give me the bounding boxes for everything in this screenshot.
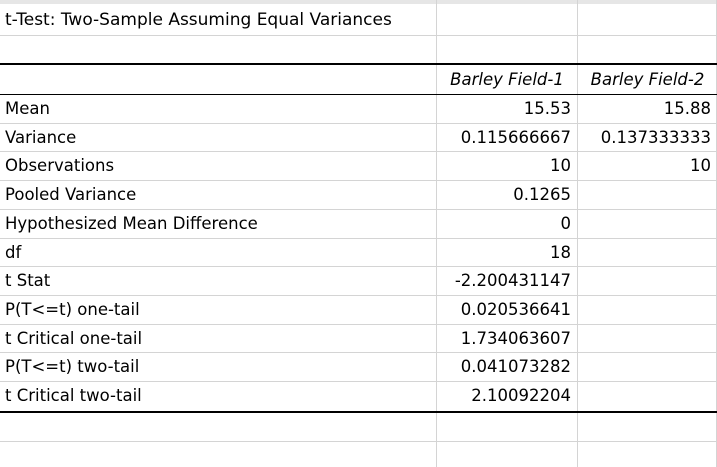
- field-1-value-cell[interactable]: 10: [550, 156, 571, 176]
- field-1-value-cell[interactable]: 0.1265: [513, 185, 571, 205]
- gridline: [0, 35, 717, 36]
- table-row[interactable]: Variance 0.115666667 0.137333333: [0, 124, 717, 153]
- top-edge: [0, 0, 717, 4]
- field-1-value-cell[interactable]: 2.10092204: [471, 386, 571, 405]
- row-label-cell[interactable]: P(T<=t) one-tail: [5, 299, 140, 319]
- field-2-value-cell[interactable]: 10: [690, 156, 711, 176]
- field-1-value-cell[interactable]: 0.041073282: [460, 357, 571, 377]
- row-label-cell[interactable]: Observations: [5, 156, 115, 176]
- gridline: [0, 180, 717, 182]
- gridline: [0, 151, 717, 153]
- row-label-cell[interactable]: t Critical two-tail: [5, 386, 142, 405]
- table-row[interactable]: P(T<=t) one-tail 0.020536641: [0, 296, 717, 325]
- column-header-1[interactable]: Barley Field-1: [450, 70, 564, 89]
- table-row[interactable]: df 18: [0, 239, 717, 268]
- gridline: [0, 237, 717, 239]
- row-label-cell[interactable]: t Critical one-tail: [5, 328, 143, 348]
- table-row[interactable]: Hypothesized Mean Difference 0: [0, 210, 717, 239]
- row-label-cell[interactable]: Mean: [5, 99, 50, 118]
- field-2-value-cell[interactable]: 15.88: [663, 99, 711, 118]
- row-label-cell[interactable]: P(T<=t) two-tail: [5, 357, 140, 377]
- field-2-value-cell[interactable]: 0.137333333: [600, 127, 711, 147]
- column-header-2[interactable]: Barley Field-2: [590, 70, 705, 89]
- gridline: [0, 323, 717, 325]
- table-row[interactable]: Pooled Variance 0.1265: [0, 181, 717, 210]
- row-label-cell[interactable]: Hypothesized Mean Difference: [5, 213, 258, 233]
- gridline: [0, 441, 717, 442]
- table-row[interactable]: t Critical two-tail 2.10092204: [0, 382, 717, 411]
- table-row[interactable]: t Critical one-tail 1.734063607: [0, 325, 717, 354]
- table-row[interactable]: t Stat -2.200431147: [0, 267, 717, 296]
- field-1-value-cell[interactable]: 0: [560, 213, 572, 233]
- row-label-cell[interactable]: df: [5, 242, 22, 262]
- row-label-cell[interactable]: t Stat: [5, 271, 51, 291]
- gridline: [0, 266, 717, 268]
- row-label-cell[interactable]: Variance: [5, 127, 77, 147]
- gridline: [0, 208, 717, 210]
- field-1-value-cell[interactable]: 15.53: [523, 99, 571, 118]
- gridline: [0, 352, 717, 354]
- gridline: [0, 294, 717, 296]
- gridline: [577, 0, 578, 467]
- table-bottom-border: [0, 411, 717, 413]
- table-row[interactable]: P(T<=t) two-tail 0.041073282: [0, 353, 717, 382]
- gridline: [436, 0, 437, 467]
- field-1-value-cell[interactable]: 0.115666667: [460, 127, 571, 147]
- table-row[interactable]: Mean 15.53 15.88: [0, 95, 717, 124]
- title-cell[interactable]: t-Test: Two-Sample Assuming Equal Varian…: [5, 10, 392, 30]
- field-1-value-cell[interactable]: 0.020536641: [460, 299, 571, 319]
- gridline: [0, 381, 717, 382]
- field-1-value-cell[interactable]: -2.200431147: [454, 271, 571, 291]
- header-row[interactable]: Barley Field-1 Barley Field-2: [0, 66, 717, 94]
- header-bottom-border: [0, 94, 717, 95]
- title-row[interactable]: t-Test: Two-Sample Assuming Equal Varian…: [0, 6, 717, 35]
- table-row[interactable]: Observations 10 10: [0, 152, 717, 181]
- gridline: [0, 122, 717, 124]
- field-1-value-cell[interactable]: 1.734063607: [460, 328, 571, 348]
- field-1-value-cell[interactable]: 18: [550, 242, 571, 262]
- row-label-cell[interactable]: Pooled Variance: [5, 185, 137, 205]
- table-top-border: [0, 63, 717, 65]
